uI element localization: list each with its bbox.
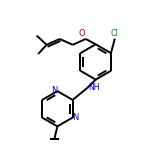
Text: NH: NH — [88, 83, 99, 92]
Text: Cl: Cl — [111, 29, 119, 38]
Text: N: N — [72, 113, 79, 122]
Text: O: O — [78, 29, 85, 38]
Text: N: N — [51, 86, 58, 95]
